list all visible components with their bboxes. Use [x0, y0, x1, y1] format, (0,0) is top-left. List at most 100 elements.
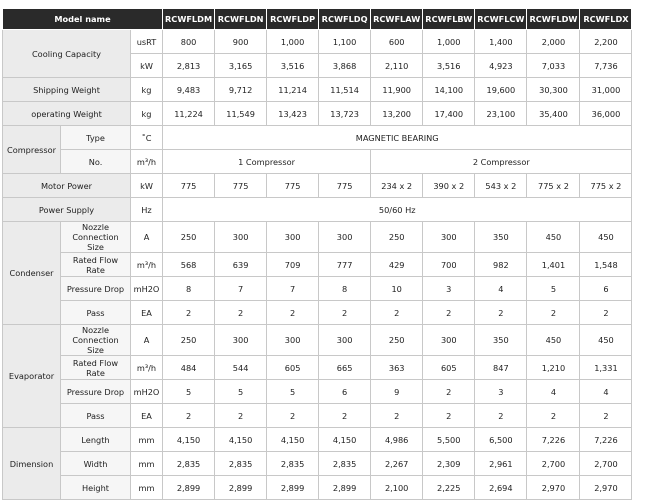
value-cell: 6,500 [474, 427, 528, 452]
model-header: RCWFLCW [474, 8, 528, 30]
operating-weight-label: operating Weight [2, 101, 131, 126]
value-cell: 2 [266, 403, 320, 428]
value-cell: 390 x 2 [422, 173, 476, 198]
unit-cell: mH2O [130, 379, 163, 404]
model-header: RCWFLDX [579, 8, 633, 30]
value-cell: 23,100 [474, 101, 528, 126]
model-header: RCWFLDP [266, 8, 320, 30]
value-cell: 5 [214, 379, 268, 404]
unit-cell: mm [130, 475, 163, 500]
value-cell: 2 [370, 300, 424, 325]
power-supply-value: 50/60 Hz [161, 197, 633, 222]
value-cell: 2,309 [422, 451, 476, 476]
value-cell: 2,100 [370, 475, 424, 500]
unit-cell: EA [130, 403, 163, 428]
value-cell: 2 [474, 403, 528, 428]
value-cell: 4,923 [474, 53, 528, 78]
value-cell: 2,835 [266, 451, 320, 476]
value-cell: 9 [370, 379, 424, 404]
cooling-capacity-label: Cooling Capacity [2, 29, 131, 78]
value-cell: 350 [474, 324, 528, 356]
compressor-no-row: No. m³/h 1 Compressor 2 Compressor [3, 149, 633, 174]
value-cell: 2 [474, 300, 528, 325]
value-cell: 2 [318, 300, 372, 325]
evaporator-pressure-label: Pressure Drop [60, 379, 131, 404]
unit-cell: kg [130, 77, 163, 102]
value-cell: 4,150 [161, 427, 216, 452]
condenser-pressure-label: Pressure Drop [60, 276, 131, 301]
value-cell: 2,835 [318, 451, 372, 476]
value-cell: 639 [214, 252, 268, 277]
cooling-usrt-row: Cooling Capacity usRT 800 900 1,000 1,10… [2, 29, 633, 78]
value-cell: 484 [161, 355, 216, 380]
condenser-flow-row: Rated Flow Rate m³/h 568 639 709 777 429… [3, 252, 633, 277]
value-cell: 4,986 [370, 427, 424, 452]
evaporator-flow-row: Rated Flow Rate m³/h 484 544 605 665 363… [3, 355, 633, 380]
unit-cell: m³/h [130, 252, 163, 277]
unit-cell: usRT [130, 29, 163, 54]
unit-cell: kW [130, 53, 163, 78]
value-cell: 350 [474, 221, 528, 253]
value-cell: 2,000 [526, 29, 581, 54]
value-cell: 2,813 [161, 53, 216, 78]
value-cell: 4 [474, 276, 528, 301]
value-cell: 709 [266, 252, 320, 277]
value-cell: 2,899 [266, 475, 320, 500]
value-cell: 568 [161, 252, 216, 277]
condenser-pass-row: Pass EA 2 2 2 2 2 2 2 2 2 [3, 300, 633, 325]
value-cell: 300 [318, 221, 372, 253]
value-cell: 30,300 [526, 77, 581, 102]
value-cell: 9,712 [214, 77, 268, 102]
value-cell: 5 [266, 379, 320, 404]
value-cell: 450 [579, 221, 633, 253]
value-cell: 800 [161, 29, 216, 54]
value-cell: 775 x 2 [579, 173, 633, 198]
compressor-type-row: Compressor Type ˚C MAGNETIC BEARING [2, 125, 633, 174]
value-cell: 700 [422, 252, 476, 277]
operating-weight-row: operating Weight kg 11,224 11,549 13,423… [2, 101, 633, 126]
evaporator-nozzle-row: Evaporator Nozzle Connection Size A 250 … [2, 324, 633, 428]
value-cell: 1,210 [526, 355, 581, 380]
dimension-width-row: Width mm 2,835 2,835 2,835 2,835 2,267 2… [3, 451, 633, 476]
model-header: RCWFLDM [161, 8, 216, 30]
evaporator-pressure-row: Pressure Drop mH2O 5 5 5 6 9 2 3 4 4 [3, 379, 633, 404]
value-cell: 2 [214, 300, 268, 325]
value-cell: 450 [579, 324, 633, 356]
value-cell: 2,899 [214, 475, 268, 500]
evaporator-label: Evaporator [2, 324, 61, 428]
value-cell: 775 [214, 173, 268, 198]
value-cell: 2,970 [526, 475, 581, 500]
value-cell: 13,200 [370, 101, 424, 126]
unit-cell: m³/h [130, 355, 163, 380]
value-cell: 234 x 2 [370, 173, 424, 198]
value-cell: 2 [526, 403, 581, 428]
value-cell: 4 [526, 379, 581, 404]
value-cell: 3,516 [266, 53, 320, 78]
unit-cell: ˚C [130, 125, 163, 150]
value-cell: 544 [214, 355, 268, 380]
value-cell: 2,700 [526, 451, 581, 476]
compressor-no-label: No. [60, 149, 131, 174]
value-cell: 300 [318, 324, 372, 356]
value-cell: 1,000 [266, 29, 320, 54]
compressor-count-dual: 2 Compressor [370, 149, 633, 174]
value-cell: 7,736 [579, 53, 633, 78]
value-cell: 11,549 [214, 101, 268, 126]
value-cell: 2,700 [579, 451, 633, 476]
spec-table-container: Model name RCWFLDM RCWFLDN RCWFLDP RCWFL… [2, 8, 633, 500]
unit-cell: A [130, 221, 163, 253]
value-cell: 665 [318, 355, 372, 380]
value-cell: 2 [318, 403, 372, 428]
model-header: RCWFLAW [370, 8, 424, 30]
dimension-length-label: Length [60, 427, 131, 452]
value-cell: 9,483 [161, 77, 216, 102]
value-cell: 36,000 [579, 101, 633, 126]
value-cell: 2 [422, 403, 476, 428]
value-cell: 250 [161, 221, 216, 253]
value-cell: 4 [579, 379, 633, 404]
value-cell: 2 [579, 403, 633, 428]
value-cell: 2,835 [161, 451, 216, 476]
condenser-nozzle-label: Nozzle Connection Size [60, 221, 131, 253]
value-cell: 7 [214, 276, 268, 301]
value-cell: 6 [318, 379, 372, 404]
